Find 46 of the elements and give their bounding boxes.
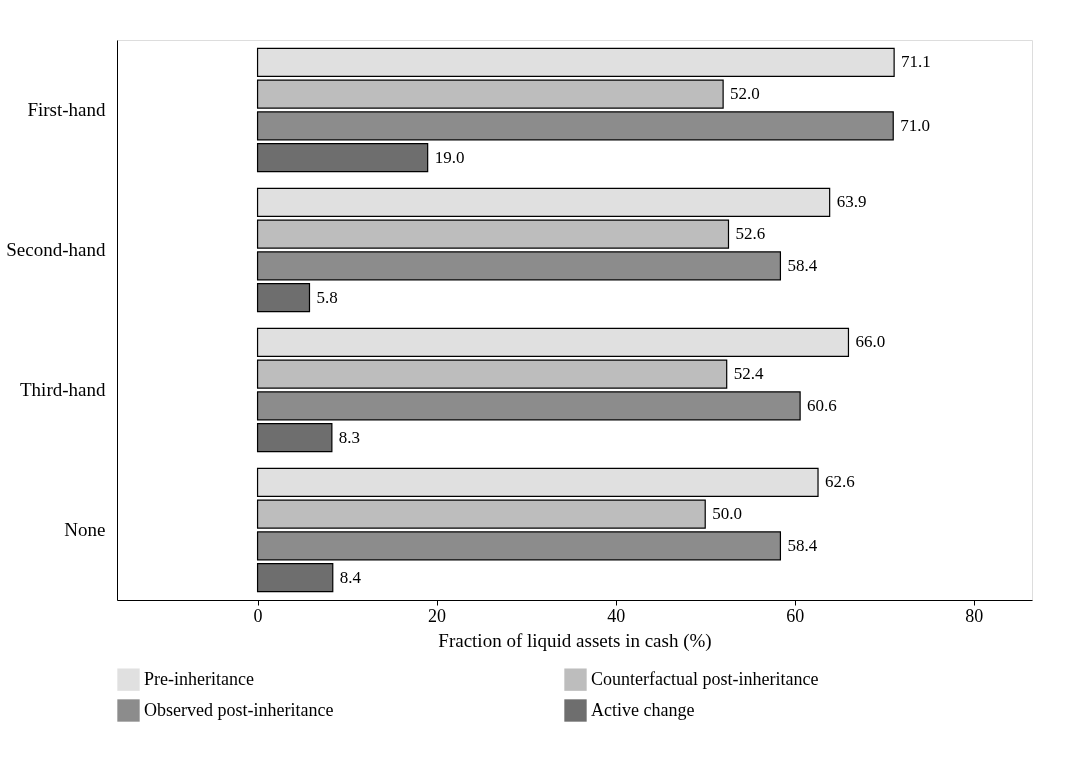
legend-label: Active change — [591, 699, 695, 720]
x-tick-label: 60 — [786, 605, 805, 626]
bar — [256, 531, 782, 561]
x-tick-label: 80 — [965, 605, 984, 626]
bar — [256, 251, 782, 281]
data-label: 50.0 — [712, 504, 742, 524]
data-label: 52.4 — [733, 364, 764, 384]
bar — [256, 219, 730, 249]
x-tick-label: 40 — [607, 605, 626, 626]
bar — [256, 359, 728, 389]
data-label: 60.6 — [807, 395, 837, 415]
data-label: 66.0 — [855, 332, 886, 352]
bar — [256, 79, 724, 109]
bar — [256, 327, 850, 357]
y-tick-label: First-hand — [27, 99, 106, 120]
data-label: 8.3 — [338, 427, 361, 447]
data-label: 19.0 — [434, 147, 465, 167]
legend-label: Observed post-inheritance — [144, 699, 334, 720]
bar — [256, 187, 831, 217]
y-tick-label: Third-hand — [20, 379, 106, 400]
bar — [256, 563, 334, 593]
bar — [256, 111, 894, 141]
bar — [256, 499, 706, 529]
legend-label: Pre-inheritance — [144, 668, 254, 689]
legend-label: Counterfactual post-inheritance — [591, 668, 819, 689]
data-label: 58.4 — [787, 255, 818, 275]
data-label: 8.4 — [339, 567, 362, 587]
x-axis-title: Fraction of liquid assets in cash (%) — [438, 629, 712, 652]
data-label: 62.6 — [825, 472, 855, 492]
data-label: 52.6 — [735, 224, 766, 244]
y-tick-label: Second-hand — [6, 239, 106, 260]
bar — [256, 391, 801, 421]
x-tick-label: 0 — [253, 605, 263, 626]
data-label: 58.4 — [787, 535, 818, 555]
bar — [256, 143, 429, 173]
data-label: 71.0 — [900, 115, 930, 135]
data-label: 5.8 — [316, 287, 338, 307]
x-tick-label: 20 — [428, 605, 447, 626]
data-label: 52.0 — [730, 84, 760, 104]
bar — [256, 467, 819, 497]
data-label: 71.1 — [901, 52, 931, 72]
bar — [256, 423, 333, 453]
bar — [256, 283, 311, 313]
data-label: 63.9 — [836, 192, 867, 212]
y-tick-label: None — [64, 519, 106, 540]
bar — [256, 47, 895, 77]
